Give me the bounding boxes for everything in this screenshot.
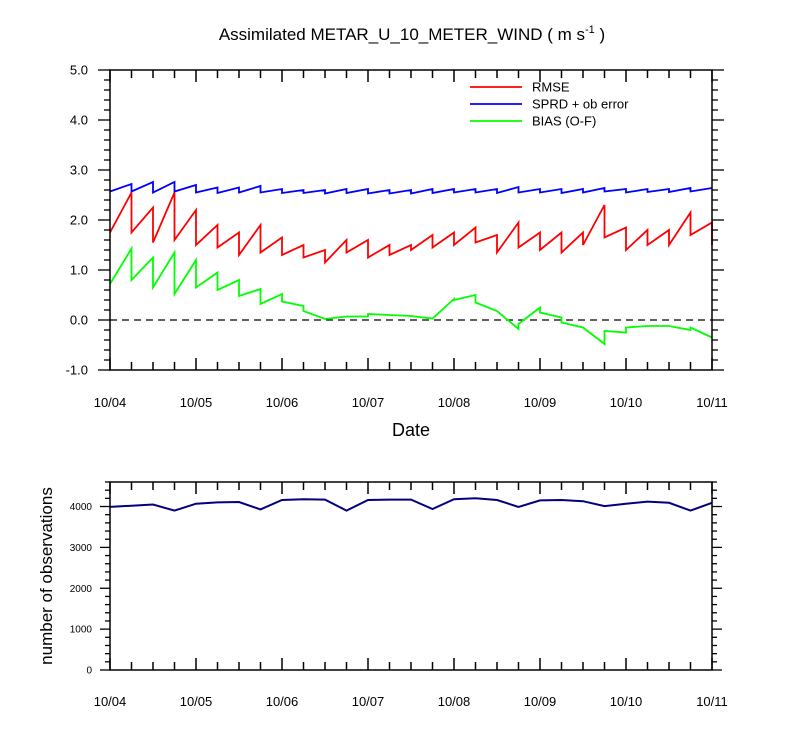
- top-y-tick-label: 2.0: [70, 213, 88, 228]
- top-plot-frame: [109, 69, 713, 371]
- top-y-tick-label: 0.0: [70, 313, 88, 328]
- bottom-series-group: [109, 497, 713, 512]
- legend: RMSE SPRD + ob error BIAS (O-F): [470, 80, 629, 129]
- top-x-tick-label: 10/04: [94, 395, 127, 410]
- top-x-tick-label: 10/07: [352, 395, 385, 410]
- bottom-panel: 10/04 10/05 10/06 10/07 10/08 10/09 10/10 10/11…: [37, 481, 728, 709]
- bottom-x-tick-label: 10/11: [696, 694, 728, 709]
- bottom-y-axis-label: number of observations: [37, 487, 56, 665]
- bottom-plot-frame: [109, 481, 713, 671]
- bottom-x-tick-label: 10/04: [94, 694, 127, 709]
- top-y-tick-label: 1.0: [70, 263, 88, 278]
- chart-title-main: Assimilated METAR_U_10_METER_WIND ( m s: [219, 25, 585, 44]
- top-ticks: [98, 69, 724, 371]
- top-x-tick-label: 10/11: [696, 395, 728, 410]
- bottom-x-tick-label: 10/06: [266, 694, 299, 709]
- top-y-tick-label: 5.0: [70, 63, 88, 78]
- top-y-tick-label: 4.0: [70, 113, 88, 128]
- top-y-tick-label: -1.0: [66, 363, 88, 378]
- legend-label: RMSE: [532, 80, 570, 95]
- top-x-tick-label: 10/05: [180, 395, 213, 410]
- top-x-tick-label: 10/06: [266, 395, 299, 410]
- chart-title-superscript: -1: [585, 24, 595, 36]
- bottom-y-tick-label: 3000: [70, 543, 93, 554]
- bottom-y-tick-label: 1000: [70, 625, 93, 636]
- series-line-observations: [109, 497, 713, 512]
- bottom-x-tick-label: 10/07: [352, 694, 385, 709]
- legend-label: BIAS (O-F): [532, 114, 596, 129]
- top-y-tick-label: 3.0: [70, 163, 88, 178]
- bottom-tick-labels: 10/04 10/05 10/06 10/07 10/08 10/09 10/10 10/11…: [70, 502, 728, 709]
- bottom-y-tick-label: 4000: [70, 502, 93, 513]
- series-line-sprd: [109, 180, 713, 195]
- top-panel: 10/04 10/05 10/06 10/07 10/08 10/09 10/10 10/11…: [66, 63, 728, 441]
- top-x-tick-label: 10/08: [438, 395, 471, 410]
- series-line-rmse: [109, 192, 713, 265]
- bottom-y-tick-label: 2000: [70, 584, 93, 595]
- bottom-x-tick-label: 10/10: [610, 694, 643, 709]
- top-x-axis-label: Date: [392, 420, 430, 440]
- bottom-y-tick-label: 0: [86, 666, 92, 677]
- bottom-ticks: [100, 481, 722, 671]
- bottom-x-tick-label: 10/08: [438, 694, 471, 709]
- top-series-group: [109, 180, 713, 346]
- bottom-x-tick-label: 10/09: [524, 694, 557, 709]
- top-x-tick-label: 10/10: [610, 395, 643, 410]
- chart-title: Assimilated METAR_U_10_METER_WIND ( m s-…: [219, 24, 605, 44]
- bottom-x-tick-label: 10/05: [180, 694, 213, 709]
- top-tick-labels: 10/04 10/05 10/06 10/07 10/08 10/09 10/10 10/11…: [66, 63, 728, 411]
- chart-title-tail: ): [595, 25, 605, 44]
- series-line-bias: [109, 245, 713, 346]
- top-x-tick-label: 10/09: [524, 395, 557, 410]
- legend-label: SPRD + ob error: [532, 97, 629, 112]
